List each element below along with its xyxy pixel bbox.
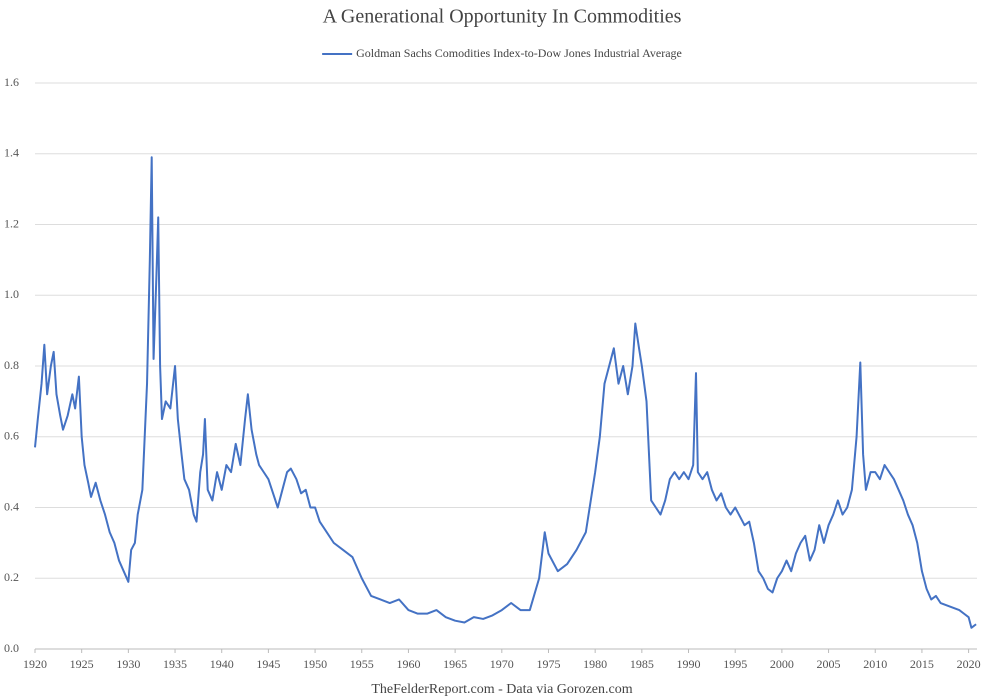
x-tick-label: 2015	[910, 657, 934, 671]
x-tick-label: 1965	[443, 657, 467, 671]
x-tick-label: 1945	[256, 657, 280, 671]
x-tick-label: 1925	[70, 657, 94, 671]
x-tick-label: 2000	[770, 657, 794, 671]
chart-title: A Generational Opportunity In Commoditie…	[323, 6, 682, 28]
source-note: TheFelderReport.com - Data via Gorozen.c…	[371, 682, 632, 697]
y-tick-label: 1.0	[4, 287, 19, 301]
x-tick-label: 1975	[536, 657, 560, 671]
legend-label: Goldman Sachs Comodities Index-to-Dow Jo…	[356, 46, 682, 60]
x-tick-label: 2010	[863, 657, 887, 671]
x-tick-label: 1935	[163, 657, 187, 671]
x-tick-label: 1950	[303, 657, 327, 671]
x-tick-label: 1940	[210, 657, 234, 671]
x-tick-label: 1955	[350, 657, 374, 671]
y-tick-label: 0.6	[4, 429, 19, 443]
y-tick-label: 1.2	[4, 216, 19, 230]
y-tick-label: 0.8	[4, 358, 19, 372]
x-tick-label: 1970	[490, 657, 514, 671]
x-tick-label: 2005	[817, 657, 841, 671]
x-tick-label: 1980	[583, 657, 607, 671]
x-tick-label: 1960	[396, 657, 420, 671]
x-tick-label: 1985	[630, 657, 654, 671]
y-tick-label: 1.6	[4, 75, 19, 89]
data-line	[34, 156, 977, 629]
y-tick-label: 0.4	[4, 499, 19, 513]
x-tick-label: 2020	[957, 657, 981, 671]
x-tick-label: 1990	[677, 657, 701, 671]
x-tick-label: 1930	[116, 657, 140, 671]
y-tick-label: 0.2	[4, 570, 19, 584]
y-tick-label: 1.4	[4, 146, 19, 160]
y-tick-label: 0.0	[4, 641, 19, 655]
x-tick-label: 1995	[723, 657, 747, 671]
x-tick-label: 1920	[23, 657, 47, 671]
